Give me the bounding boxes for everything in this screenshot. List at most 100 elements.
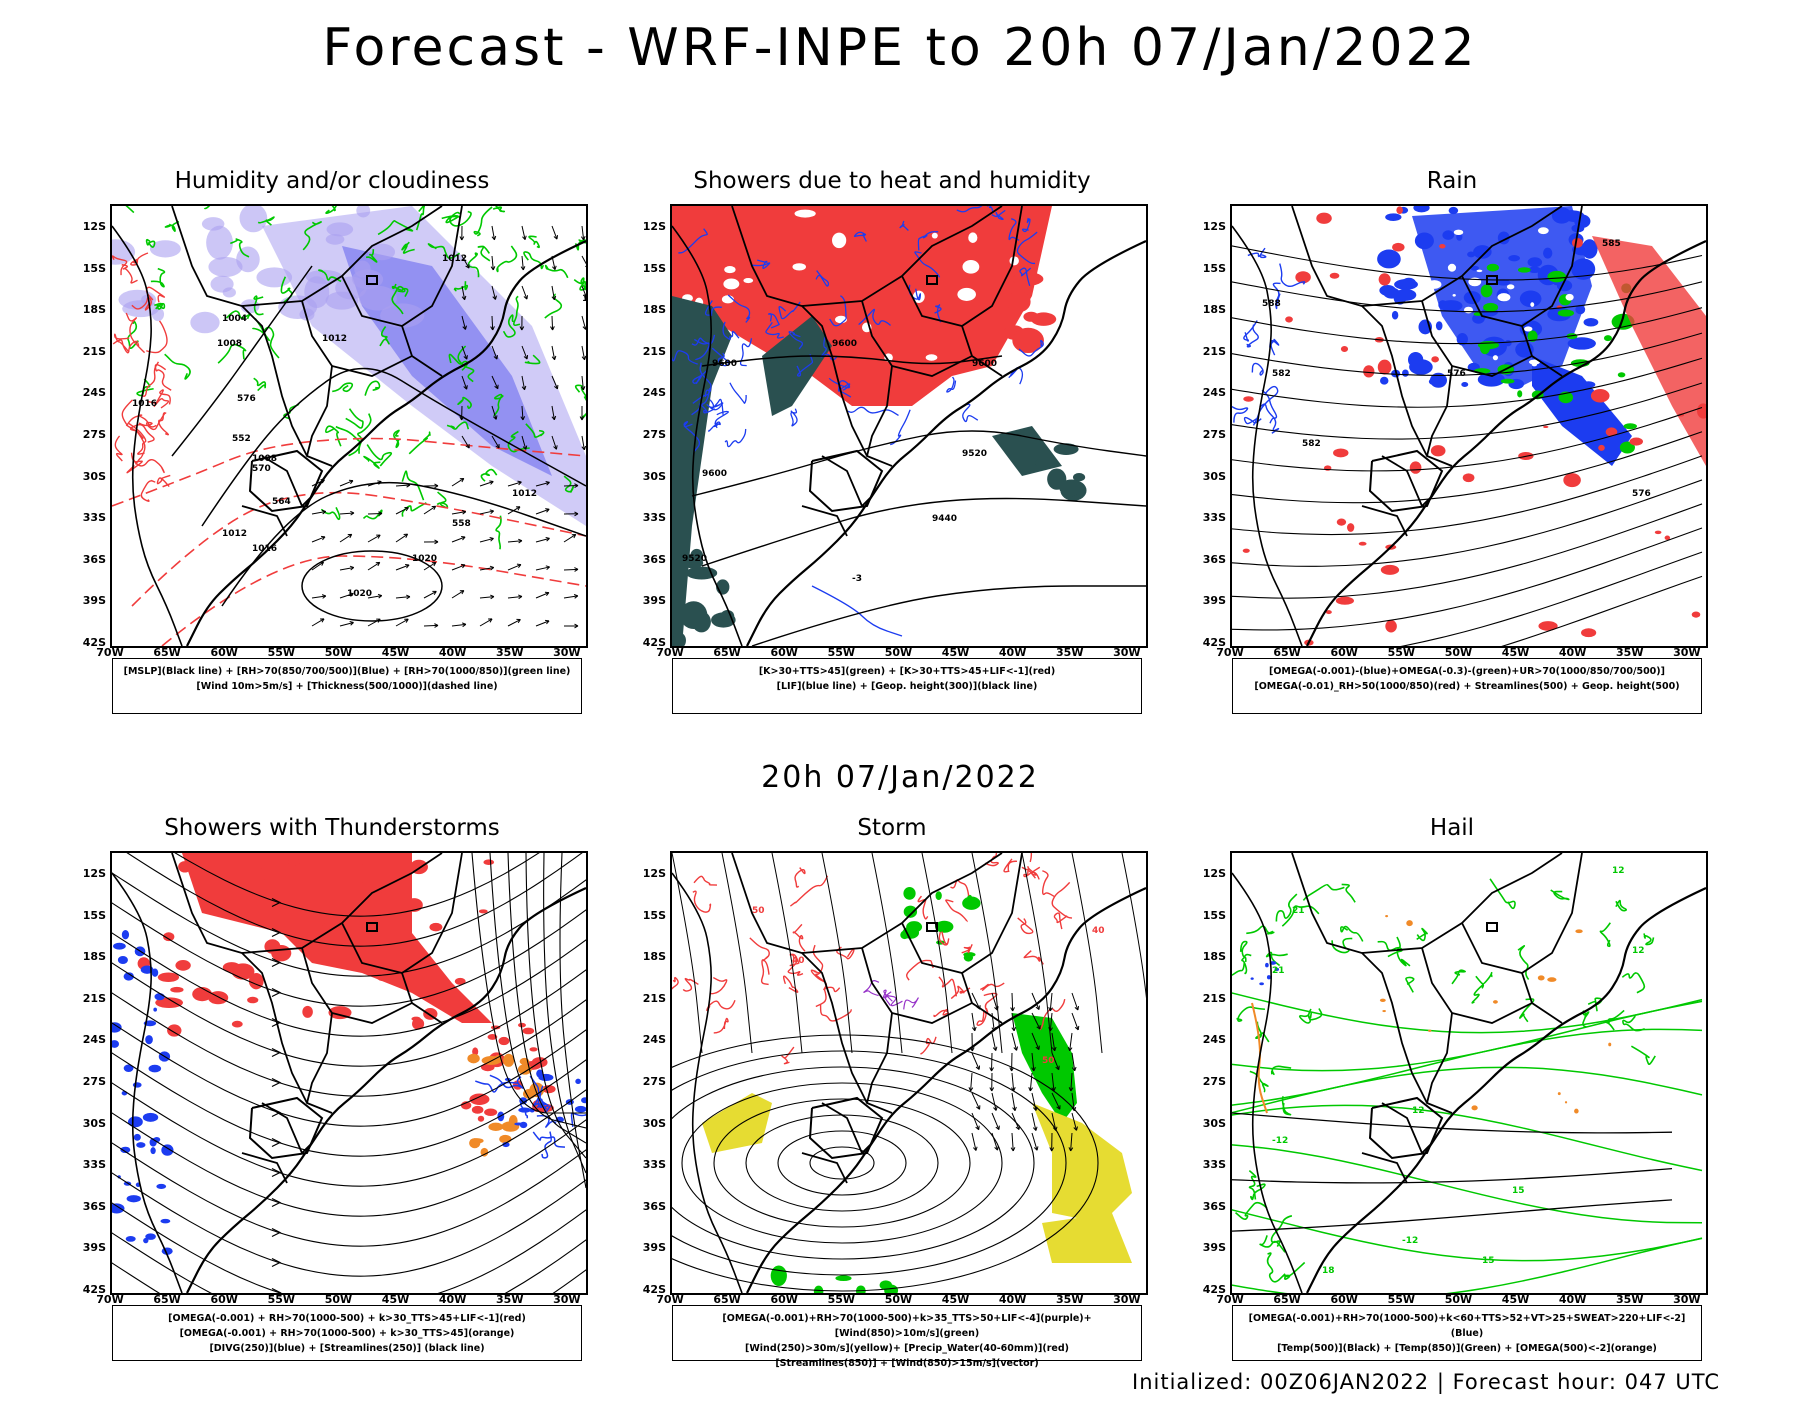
contour-label: 18 (1322, 1266, 1335, 1276)
lat-tick-label: 33S (1182, 511, 1226, 524)
contour-label: 15 (1482, 1256, 1495, 1266)
lat-tick-label: 30S (622, 470, 666, 483)
contour-label: 21 (1292, 906, 1305, 916)
panel-legend: [K>30+TTS>45](green) + [K>30+TTS>45+LIF<… (672, 658, 1142, 714)
contour-label: 1012 (322, 334, 347, 344)
lat-tick-label: 27S (622, 428, 666, 441)
panel-title: Showers due to heat and humidity (622, 168, 1162, 194)
contour-label: 9520 (962, 449, 987, 459)
lat-tick-label: 36S (622, 553, 666, 566)
lat-tick-label: 21S (62, 992, 106, 1005)
contour-label: 582 (1272, 369, 1291, 379)
lat-tick-label: 12S (622, 867, 666, 880)
legend-line: [K>30+TTS>45](green) + [K>30+TTS>45+LIF<… (673, 664, 1141, 679)
lat-tick-label: 30S (1182, 470, 1226, 483)
lat-tick-label: 18S (62, 303, 106, 316)
contour-label: 9600 (832, 339, 857, 349)
lat-tick-label: 24S (62, 386, 106, 399)
legend-line: [OMEGA(-0.001) + RH>70(1000-500) + k>30_… (113, 1311, 581, 1326)
lat-tick-label: 21S (622, 992, 666, 1005)
panel-title: Rain (1182, 168, 1722, 194)
lat-tick-label: 39S (622, 1241, 666, 1254)
main-title: Forecast - WRF-INPE to 20h 07/Jan/2022 (0, 18, 1800, 78)
lat-tick-label: 30S (622, 1117, 666, 1130)
lat-tick-label: 15S (622, 909, 666, 922)
legend-line: [MSLP](Black line) + [RH>70(850/700/500)… (113, 664, 581, 679)
lat-tick-label: 21S (622, 345, 666, 358)
lat-tick-label: 39S (1182, 1241, 1226, 1254)
lat-tick-label: 24S (62, 1033, 106, 1046)
lat-tick-label: 12S (622, 220, 666, 233)
lat-tick-label: 15S (62, 909, 106, 922)
lat-tick-label: 30S (1182, 1117, 1226, 1130)
contour-label: 1012 (222, 529, 247, 539)
lat-tick-label: 33S (62, 1158, 106, 1171)
contour-label: 576 (1632, 489, 1651, 499)
legend-line: [Temp(500)](Black) + [Temp(850)](Green) … (1233, 1341, 1701, 1356)
lat-tick-label: 27S (62, 1075, 106, 1088)
lat-tick-label: 15S (1182, 262, 1226, 275)
panel-legend: [MSLP](Black line) + [RH>70(850/700/500)… (112, 658, 582, 714)
lat-tick-label: 36S (1182, 553, 1226, 566)
panel-legend: [OMEGA(-0.001)+RH>70(1000-500)+k>35_TTS>… (672, 1305, 1142, 1361)
legend-line: [Wind 10m>5m/s] + [Thickness(500/1000)](… (113, 679, 581, 694)
weather-map (110, 851, 588, 1295)
lat-tick-label: 27S (1182, 1075, 1226, 1088)
panel-title: Humidity and/or cloudiness (62, 168, 602, 194)
legend-line: [OMEGA(-0.001) + RH>70(1000-500) + k>30_… (113, 1326, 581, 1341)
lat-tick-label: 33S (622, 511, 666, 524)
lat-tick-label: 15S (1182, 909, 1226, 922)
contour-label: 9440 (932, 514, 957, 524)
lat-tick-label: 24S (622, 1033, 666, 1046)
contour-label: 585 (1602, 239, 1621, 249)
contour-label: 582 (1302, 439, 1321, 449)
lat-tick-label: 21S (1182, 992, 1226, 1005)
contour-label: 21 (1272, 966, 1285, 976)
contour-label: 40 (792, 956, 805, 966)
panel-legend: [OMEGA(-0.001) + RH>70(1000-500) + k>30_… (112, 1305, 582, 1361)
contour-label: 558 (452, 519, 471, 529)
lat-tick-label: 12S (62, 867, 106, 880)
contour-label: 50 (752, 906, 765, 916)
contour-label: 15 (1512, 1186, 1525, 1196)
lat-tick-label: 18S (622, 303, 666, 316)
contour-label: 588 (1262, 299, 1281, 309)
panel-title: Storm (622, 815, 1162, 841)
legend-line: [OMEGA(-0.001)+RH>70(1000-500)+k<60+TTS>… (1233, 1311, 1701, 1341)
contour-label: 570 (252, 464, 271, 474)
contour-label: 564 (272, 497, 291, 507)
contour-label: 1016 (582, 294, 586, 304)
lat-tick-label: 21S (62, 345, 106, 358)
contour-label: 50 (1042, 1056, 1055, 1066)
contour-label: 12 (1612, 866, 1625, 876)
contour-label: 1016 (132, 399, 157, 409)
lat-tick-label: 18S (622, 950, 666, 963)
lat-tick-label: 36S (622, 1200, 666, 1213)
lat-tick-label: 39S (622, 594, 666, 607)
lat-tick-label: 27S (1182, 428, 1226, 441)
lat-tick-label: 18S (1182, 303, 1226, 316)
lat-tick-label: 27S (62, 428, 106, 441)
lat-tick-label: 33S (62, 511, 106, 524)
lat-tick-label: 15S (622, 262, 666, 275)
lat-tick-label: 12S (1182, 867, 1226, 880)
contour-label: -12 (1402, 1236, 1418, 1246)
lat-tick-label: 27S (622, 1075, 666, 1088)
contour-label: 1004 (222, 314, 247, 324)
lat-tick-label: 39S (62, 1241, 106, 1254)
legend-line: [Streamlines(850)] + [Wind(850)>15m/s](v… (673, 1356, 1141, 1371)
